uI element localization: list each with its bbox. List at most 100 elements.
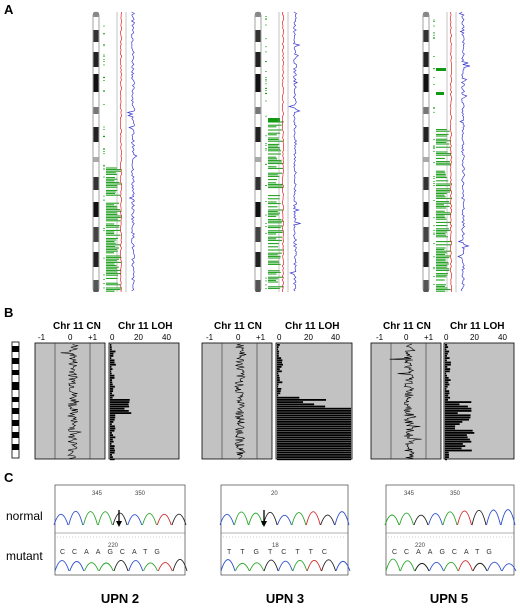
loh-tick-40-upn5: 40 — [498, 333, 507, 342]
loh-bar — [445, 357, 450, 359]
normal-peak — [471, 509, 487, 526]
loh-bar — [277, 361, 283, 364]
mutant-peak — [234, 562, 250, 572]
mutant-peak — [443, 561, 459, 572]
pos-label-3: 220 — [108, 543, 119, 549]
cn-tick-plus1-upn2: +1 — [88, 333, 98, 342]
loh-bar — [110, 443, 112, 445]
loh-bar — [110, 396, 113, 399]
ideogram-band — [93, 107, 99, 114]
loh-bar — [277, 436, 351, 439]
ideogram-band — [423, 280, 429, 292]
loh-bar — [110, 405, 130, 408]
ideogram-band — [423, 74, 429, 92]
cn-header-upn5: Chr 11 CN — [383, 321, 431, 332]
mutant-peak — [54, 560, 70, 572]
ideogram-band — [255, 107, 261, 114]
loh-bar — [277, 374, 280, 377]
chromatogram-1 — [219, 484, 351, 576]
ideogram-band — [93, 92, 99, 107]
mutant-peak — [458, 560, 473, 572]
loh-bar — [110, 352, 114, 355]
loh-bar — [110, 344, 112, 346]
panel-b-cn-loh-profiles — [11, 341, 515, 461]
loh-bar — [277, 396, 300, 399]
chromatogram-frame — [54, 484, 186, 576]
loh-block — [268, 118, 280, 122]
loh-bar — [110, 401, 130, 403]
ideogram-band — [423, 127, 429, 142]
ideogram-band — [93, 12, 99, 17]
ideogram-band — [423, 142, 429, 157]
loh-bar — [277, 447, 351, 450]
mutant-peak — [98, 562, 114, 572]
mutant-peak — [249, 562, 265, 572]
normal-peak — [156, 513, 172, 526]
base-calls-upn5: CCAAGCATG — [392, 549, 499, 556]
loh-bar — [110, 366, 112, 368]
cn-tick-0-upn3: 0 — [236, 333, 241, 342]
chr11-band — [12, 408, 19, 414]
loh-bar — [445, 429, 473, 432]
cn-blue-trace — [126, 11, 138, 292]
ideogram-band — [93, 74, 99, 92]
ideogram-band — [255, 292, 261, 302]
chromatogram-0 — [53, 484, 188, 576]
loh-bar — [445, 359, 447, 362]
ideogram-band — [93, 227, 99, 242]
normal-peak — [442, 511, 458, 526]
loh-bar — [277, 346, 279, 348]
ideogram-band — [93, 30, 99, 42]
cn-tick-minus1-upn2: -1 — [38, 333, 46, 342]
mutant-peak — [414, 562, 430, 572]
loh-bar — [110, 418, 115, 421]
loh-bar — [277, 357, 282, 359]
cn-red-trace — [449, 11, 453, 293]
ideogram-band — [255, 162, 261, 177]
mutant-peak — [429, 561, 444, 572]
loh-bar — [445, 399, 449, 401]
loh-bar — [277, 434, 351, 436]
mutant-peak — [113, 559, 129, 572]
loh-bar — [445, 348, 447, 351]
ideogram-band — [255, 114, 261, 127]
pos-label-6: 345 — [404, 491, 415, 497]
loh-bar — [277, 372, 279, 375]
loh-bar — [110, 361, 115, 364]
mutant-peak — [263, 559, 279, 572]
loh-bar — [277, 445, 351, 447]
loh-bar — [277, 379, 280, 381]
pos-label-8: 220 — [415, 543, 426, 549]
ideogram-band — [423, 114, 429, 127]
cn-tick-minus1-upn3: -1 — [206, 333, 214, 342]
ideogram-band — [423, 292, 429, 302]
ideogram-band — [423, 267, 429, 280]
ideogram-band — [423, 12, 429, 17]
mutant-peak — [292, 559, 308, 572]
cn-trace — [60, 343, 82, 459]
loh-bar — [110, 427, 116, 430]
loh-bar — [277, 370, 282, 373]
mutant-peak — [69, 561, 85, 572]
loh-bar — [110, 394, 115, 397]
cn-red-trace — [281, 11, 285, 293]
loh-bar — [110, 381, 113, 384]
loh-bar — [110, 359, 115, 362]
loh-bar — [445, 385, 448, 388]
loh-bar — [277, 388, 282, 390]
loh-bar — [445, 405, 468, 408]
loh-bar — [277, 385, 279, 388]
mutant-peak — [278, 560, 293, 572]
loh-bar — [277, 377, 280, 379]
normal-peak — [127, 514, 143, 526]
loh-bar — [277, 421, 351, 423]
ideogram-band — [93, 202, 99, 217]
loh-bar — [110, 348, 112, 351]
loh-tick-40-upn3: 40 — [331, 333, 340, 342]
loh-bar — [277, 443, 351, 445]
loh-bar — [445, 372, 447, 375]
loh-bar — [110, 410, 129, 412]
loh-bar — [277, 383, 279, 386]
loh-bar — [445, 396, 451, 399]
